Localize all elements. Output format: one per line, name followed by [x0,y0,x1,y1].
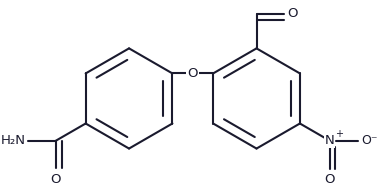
Text: +: + [335,128,343,139]
Text: O: O [51,173,61,186]
Text: O: O [288,7,298,20]
Text: N: N [325,134,335,147]
Text: O⁻: O⁻ [362,134,378,147]
Text: H₂N: H₂N [1,134,25,147]
Text: O: O [325,173,335,186]
Text: O: O [187,67,198,80]
